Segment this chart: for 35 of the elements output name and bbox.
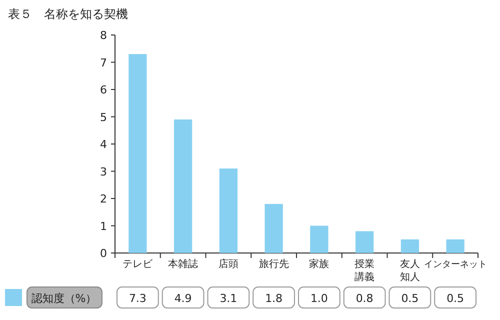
data-label: 3.1 [220, 292, 238, 305]
bar [128, 54, 147, 253]
bar [446, 239, 464, 253]
x-tick-label: 家族 [309, 258, 330, 270]
x-tick-label: インターネット [424, 260, 487, 270]
data-label: 1.0 [310, 292, 328, 305]
y-tick-label: 1 [100, 220, 107, 233]
x-tick-label: テレビ [122, 259, 154, 270]
legend-label: 認知度（%） [31, 292, 97, 305]
bar [264, 204, 283, 253]
y-tick-label: 4 [100, 138, 107, 151]
x-tick-label: 店頭 [218, 258, 238, 270]
y-tick-label: 7 [100, 56, 107, 70]
y-tick-label: 2 [100, 192, 107, 206]
data-label: 0.5 [446, 292, 464, 305]
bar [400, 239, 420, 253]
chart-title: 表５ 名称を知る契機 [8, 7, 128, 21]
data-label: 4.9 [174, 292, 192, 305]
x-tick-label: 授業講義 [354, 258, 375, 283]
data-label: 7.3 [128, 292, 146, 305]
y-tick-label: 8 [100, 29, 107, 42]
x-tick-label: 本雑誌 [168, 258, 198, 270]
bar [310, 226, 328, 253]
x-tick-label: 旅行先 [258, 258, 289, 270]
y-tick-label: 6 [100, 84, 107, 96]
data-label: 0.5 [401, 292, 419, 305]
y-tick-label: 5 [100, 110, 107, 124]
bar [174, 119, 192, 253]
bar [219, 168, 238, 253]
data-label: 1.8 [265, 292, 283, 305]
data-label: 0.8 [356, 292, 374, 305]
bar [355, 231, 374, 253]
x-tick-label: 友人知人 [400, 259, 420, 283]
y-tick-label: 3 [100, 165, 107, 178]
y-tick-label: 0 [100, 247, 107, 260]
